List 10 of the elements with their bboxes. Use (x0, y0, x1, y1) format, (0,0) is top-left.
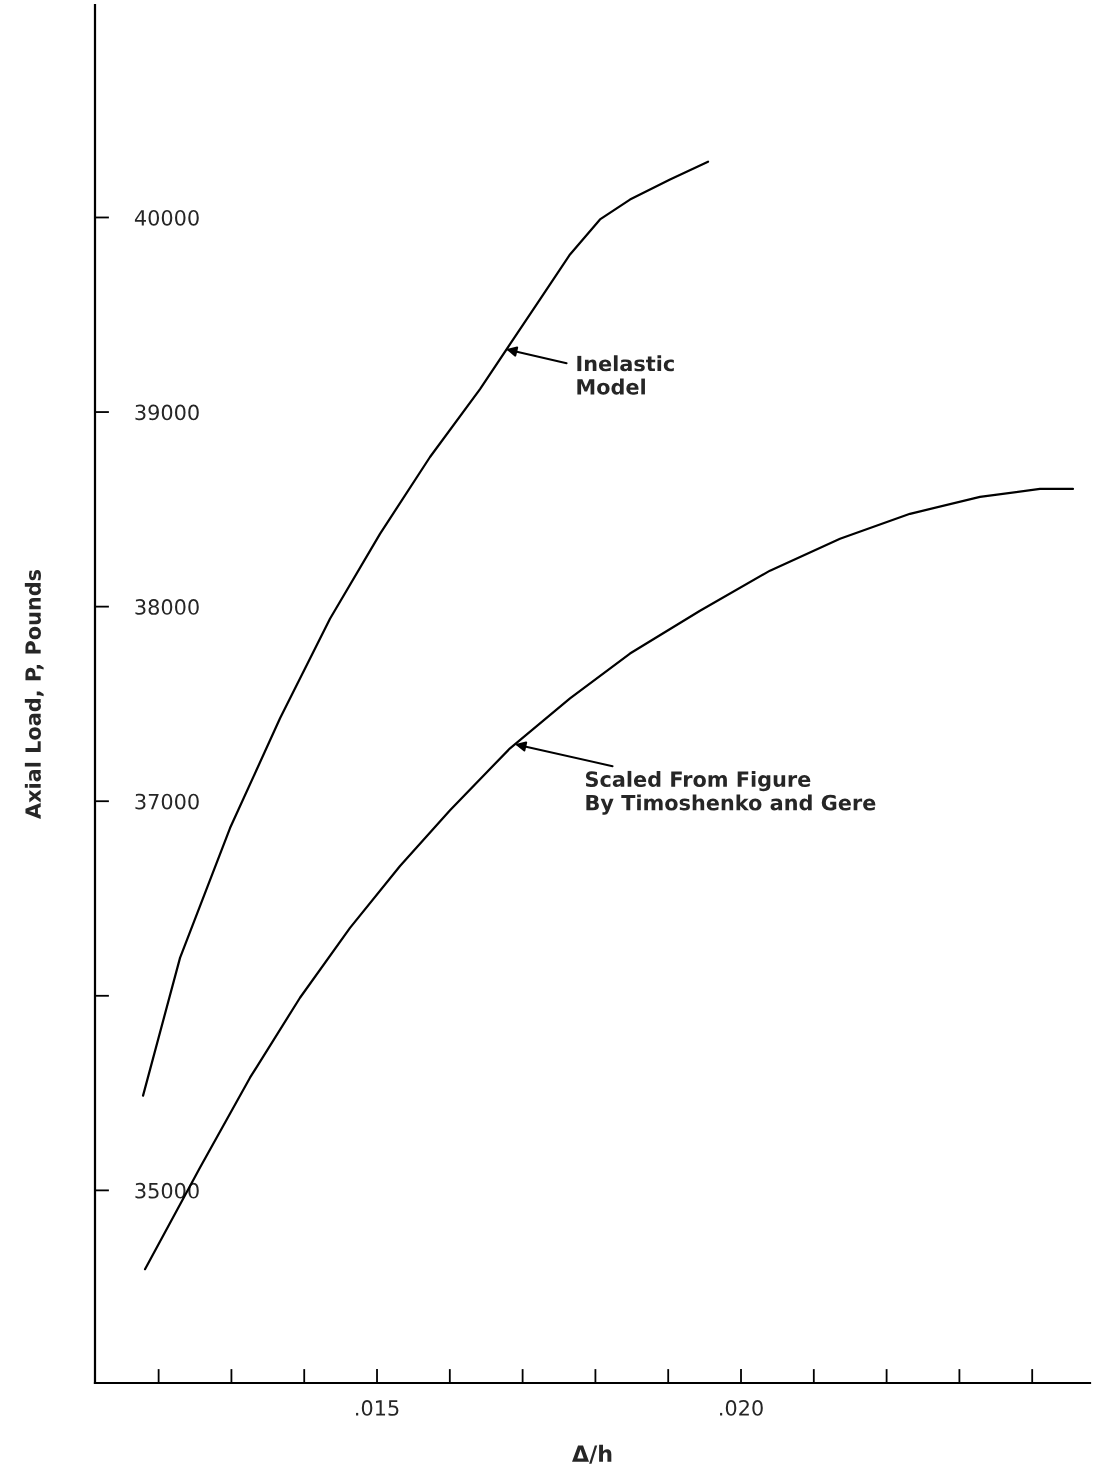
y-tick-label: 40000 (134, 209, 199, 226)
y-axis-title: Axial Load, P, Pounds (24, 569, 44, 819)
x-axis-title: Δ/h (572, 1444, 612, 1464)
x-tick-label: .015 (356, 1400, 399, 1416)
annotation: Scaled From Figure By Timoshenko and Gere (585, 770, 876, 815)
y-tick-label: 37000 (135, 793, 199, 810)
y-tick-label: 39000 (135, 404, 199, 421)
y-tick-label: 38000 (135, 599, 199, 615)
annotation: Inelastic Model (577, 355, 674, 395)
x-tick-label: .020 (720, 1400, 763, 1416)
